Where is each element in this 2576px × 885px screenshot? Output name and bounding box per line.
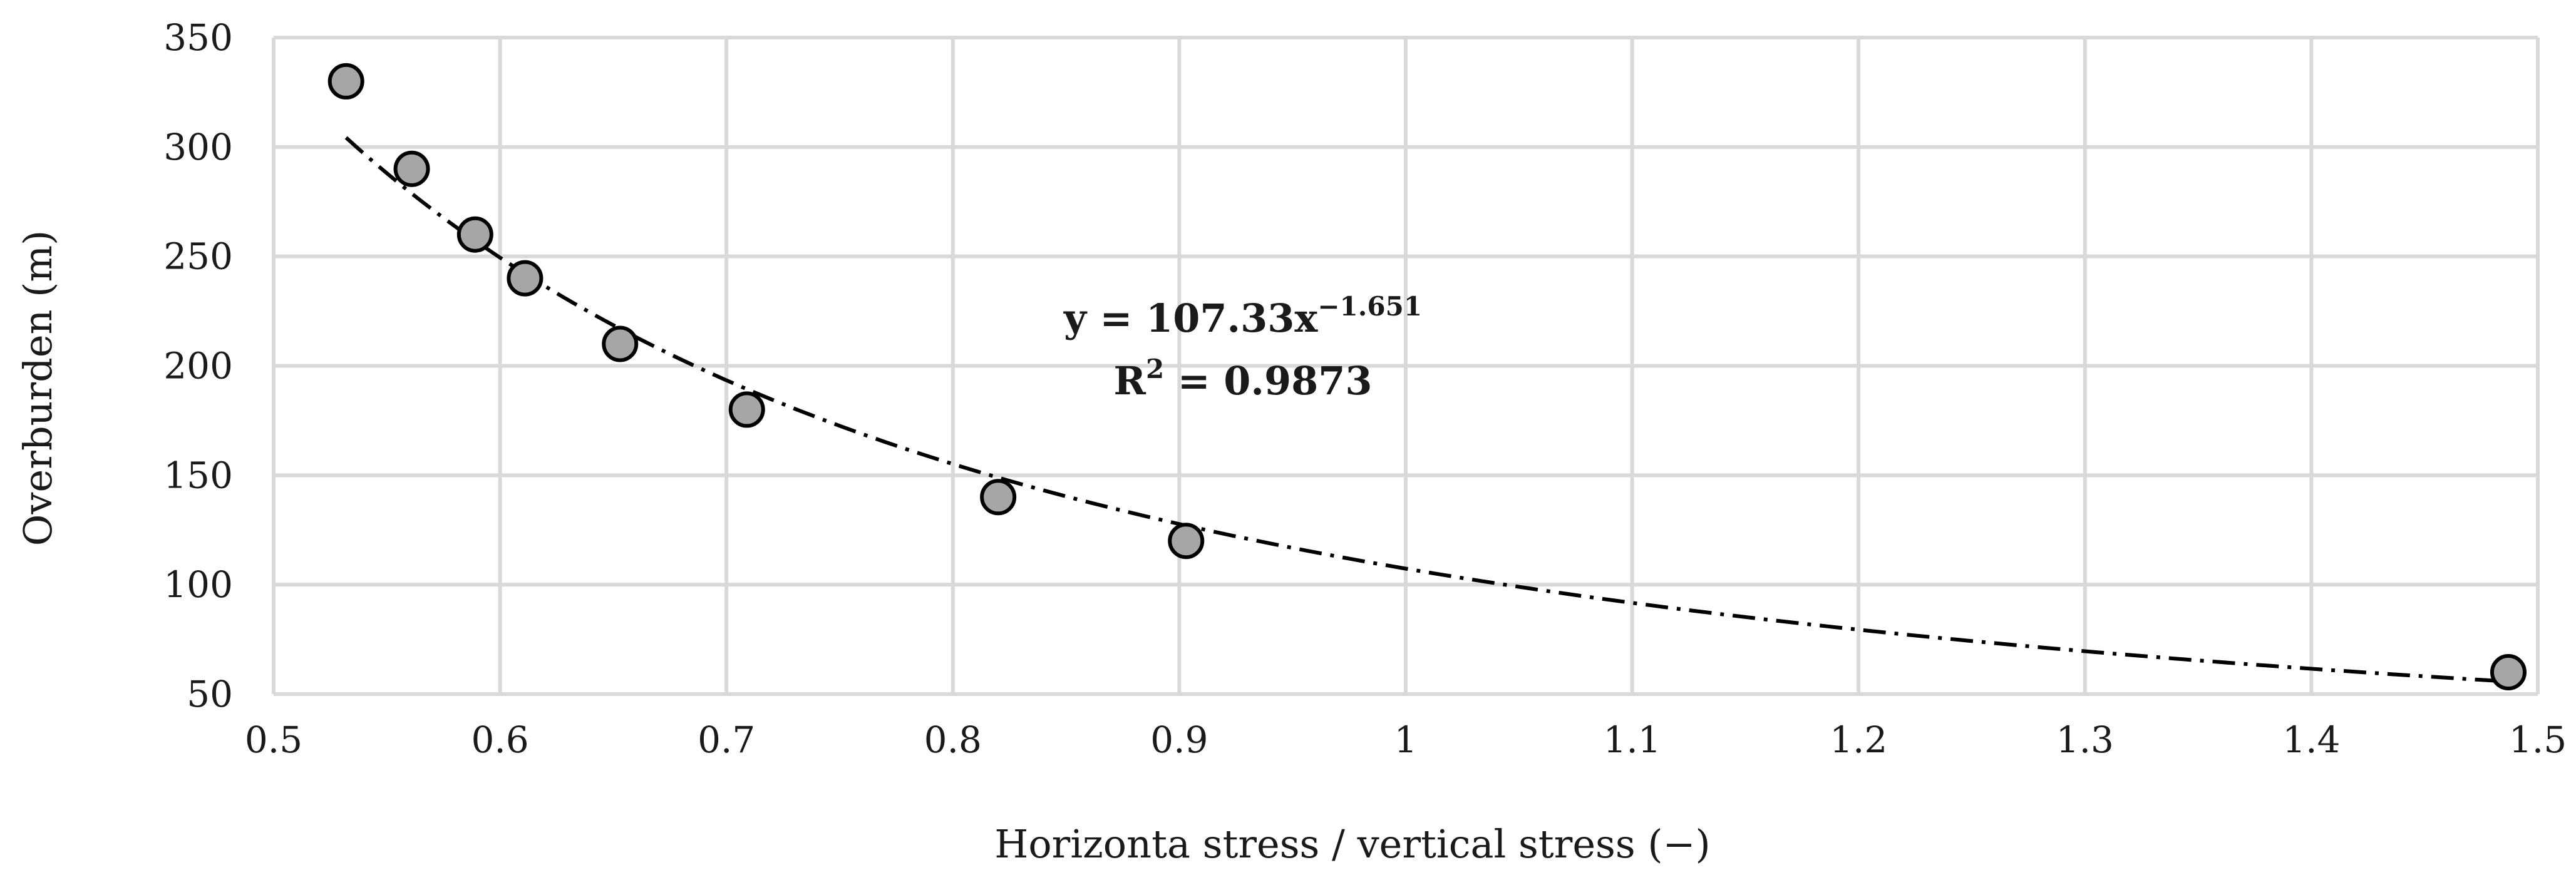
trendline-layer: [344, 136, 2509, 683]
data-points: [327, 63, 2527, 691]
r-squared-symbol: R: [1113, 358, 1146, 404]
x-tick-label: 0.7: [698, 719, 755, 761]
data-point: [456, 216, 493, 253]
data-point: [980, 479, 1017, 516]
x-tick-label: 1.3: [2056, 719, 2114, 761]
data-point: [2490, 654, 2527, 691]
x-tick-label: 1.2: [1830, 719, 1887, 761]
y-tick-label: 350: [163, 16, 233, 59]
x-tick-label: 0.6: [471, 719, 528, 761]
r-squared-superscript: 2: [1146, 354, 1164, 384]
x-tick-label: 0.8: [924, 719, 982, 761]
data-point: [728, 391, 765, 428]
data-point: [602, 325, 639, 362]
equation-text: y = 107.33x: [1063, 295, 1318, 341]
y-tick-label: 250: [163, 235, 233, 278]
y-tick-label: 200: [163, 345, 233, 387]
data-point: [393, 150, 430, 187]
trendline-equation: y = 107.33x−1.651: [1063, 291, 1422, 341]
x-tick-label: 1: [1394, 719, 1418, 761]
r-squared-value: = 0.9873: [1164, 358, 1372, 404]
y-tick-label: 50: [187, 673, 233, 715]
x-tick-label: 1.5: [2509, 719, 2567, 761]
grid: [272, 36, 2540, 696]
y-tick-label: 100: [163, 563, 233, 606]
tick-labels: 0.5 0.6 0.7 0.8 0.9 1 1.1 1.2 1.3 1.4 1.5 50 100 150 2…: [163, 16, 2567, 761]
x-tick-label: 1.4: [2282, 719, 2340, 761]
y-axis-title: Overburden (m): [15, 230, 61, 546]
y-tick-label: 300: [163, 126, 233, 168]
x-tick-label: 0.9: [1150, 719, 1208, 761]
y-tick-label: 150: [163, 454, 233, 496]
x-tick-label: 0.5: [245, 719, 302, 761]
trendline-r-squared: R2 = 0.9873: [1113, 354, 1372, 404]
data-point: [507, 260, 544, 297]
power-trendline: [344, 136, 2509, 683]
x-axis-title: Horizonta stress / vertical stress (−): [994, 821, 1710, 867]
data-point: [1168, 523, 1205, 560]
x-tick-label: 1.1: [1603, 719, 1661, 761]
equation-exponent: −1.651: [1317, 291, 1422, 322]
data-point: [327, 63, 364, 100]
